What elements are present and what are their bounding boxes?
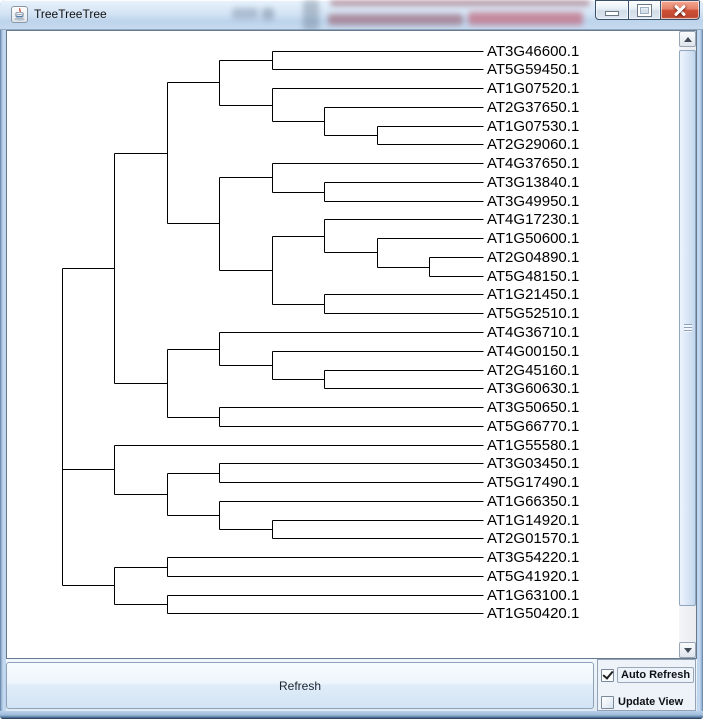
leaf-label: AT4G37650.1 [487,155,579,172]
leaf-label: AT3G46600.1 [487,43,579,60]
thumb-grip-icon [684,324,692,332]
leaf-label: AT1G63100.1 [487,587,579,604]
leaf-label: AT5G52510.1 [487,305,579,322]
close-button[interactable] [660,0,700,20]
leaf-label: AT5G59450.1 [487,61,579,78]
leaf-label: AT2G29060.1 [487,136,579,153]
window-title: TreeTreeTree [34,7,107,21]
leaf-label: AT1G14920.1 [487,512,579,529]
auto-refresh-checkbox[interactable]: Auto Refresh [601,665,695,685]
title-bar[interactable]: TreeTreeTree [0,0,703,30]
leaf-label: AT2G37650.1 [487,99,579,116]
auto-refresh-label: Auto Refresh [617,667,695,683]
leaf-label: AT1G50420.1 [487,605,579,622]
leaf-label: AT1G55580.1 [487,437,579,454]
scroll-down-button[interactable] [679,642,696,658]
vertical-scrollbar[interactable] [679,31,696,658]
leaf-label: AT3G49950.1 [487,193,579,210]
close-icon [673,3,687,17]
leaf-label: AT5G41920.1 [487,568,579,585]
arrow-down-icon [683,647,692,653]
update-view-label: Update View [618,696,684,708]
leaf-label: AT4G00150.1 [487,343,579,360]
leaf-label: AT4G17230.1 [487,211,579,228]
tree-viewport: AT3G46600.1 AT5G59450.1 AT1G07520.1 AT2G376… [7,31,679,658]
window-border-left [0,30,6,712]
checkbox-box-auto-refresh[interactable] [601,668,614,682]
leaf-label: AT3G60630.1 [487,380,579,397]
scroll-up-button[interactable] [679,31,696,47]
tree-scroll-pane: AT3G46600.1 AT5G59450.1 AT1G07520.1 AT2G376… [6,30,697,659]
maximize-icon [638,4,651,16]
glass-reflection [330,0,590,6]
check-icon [601,668,614,680]
leaf-label: AT3G54220.1 [487,549,579,566]
glass-reflection [468,12,583,25]
scrollbar-thumb[interactable] [679,50,696,606]
leaf-label: AT4G36710.1 [487,324,579,341]
control-panel: Refresh Auto Refresh Update View [6,659,697,711]
leaf-label: AT2G01570.1 [487,530,579,547]
leaf-label: AT2G04890.1 [487,249,579,266]
leaf-label: AT5G66770.1 [487,418,579,435]
leaf-label: AT5G17490.1 [487,474,579,491]
refresh-button[interactable]: Refresh [6,662,594,709]
leaf-label: AT1G66350.1 [487,493,579,510]
minimize-icon [606,11,618,15]
glass-reflection [262,8,274,20]
checkbox-box-update-view[interactable] [601,695,614,709]
maximize-button[interactable] [628,0,661,20]
glass-reflection [328,14,463,25]
window-border-right [697,30,703,712]
leaf-label: AT5G48150.1 [487,268,579,285]
leaf-label: AT3G03450.1 [487,455,579,472]
leaf-label: AT3G13840.1 [487,174,579,191]
arrow-up-icon [683,36,692,42]
window-controls [595,0,700,21]
java-coffee-cup-icon [11,6,28,23]
leaf-label: AT1G21450.1 [487,286,579,303]
glass-reflection [232,8,258,19]
leaf-label: AT1G07520.1 [487,80,579,97]
window-border-bottom [0,711,703,719]
leaf-label: AT3G50650.1 [487,399,579,416]
leaf-label: AT1G50600.1 [487,230,579,247]
checkbox-panel: Auto Refresh Update View [597,659,696,711]
minimize-button[interactable] [595,0,629,20]
leaf-label: AT2G45160.1 [487,362,579,379]
leaf-label: AT1G07530.1 [487,118,579,135]
glass-reflection [303,0,319,30]
update-view-checkbox[interactable]: Update View [601,692,683,712]
